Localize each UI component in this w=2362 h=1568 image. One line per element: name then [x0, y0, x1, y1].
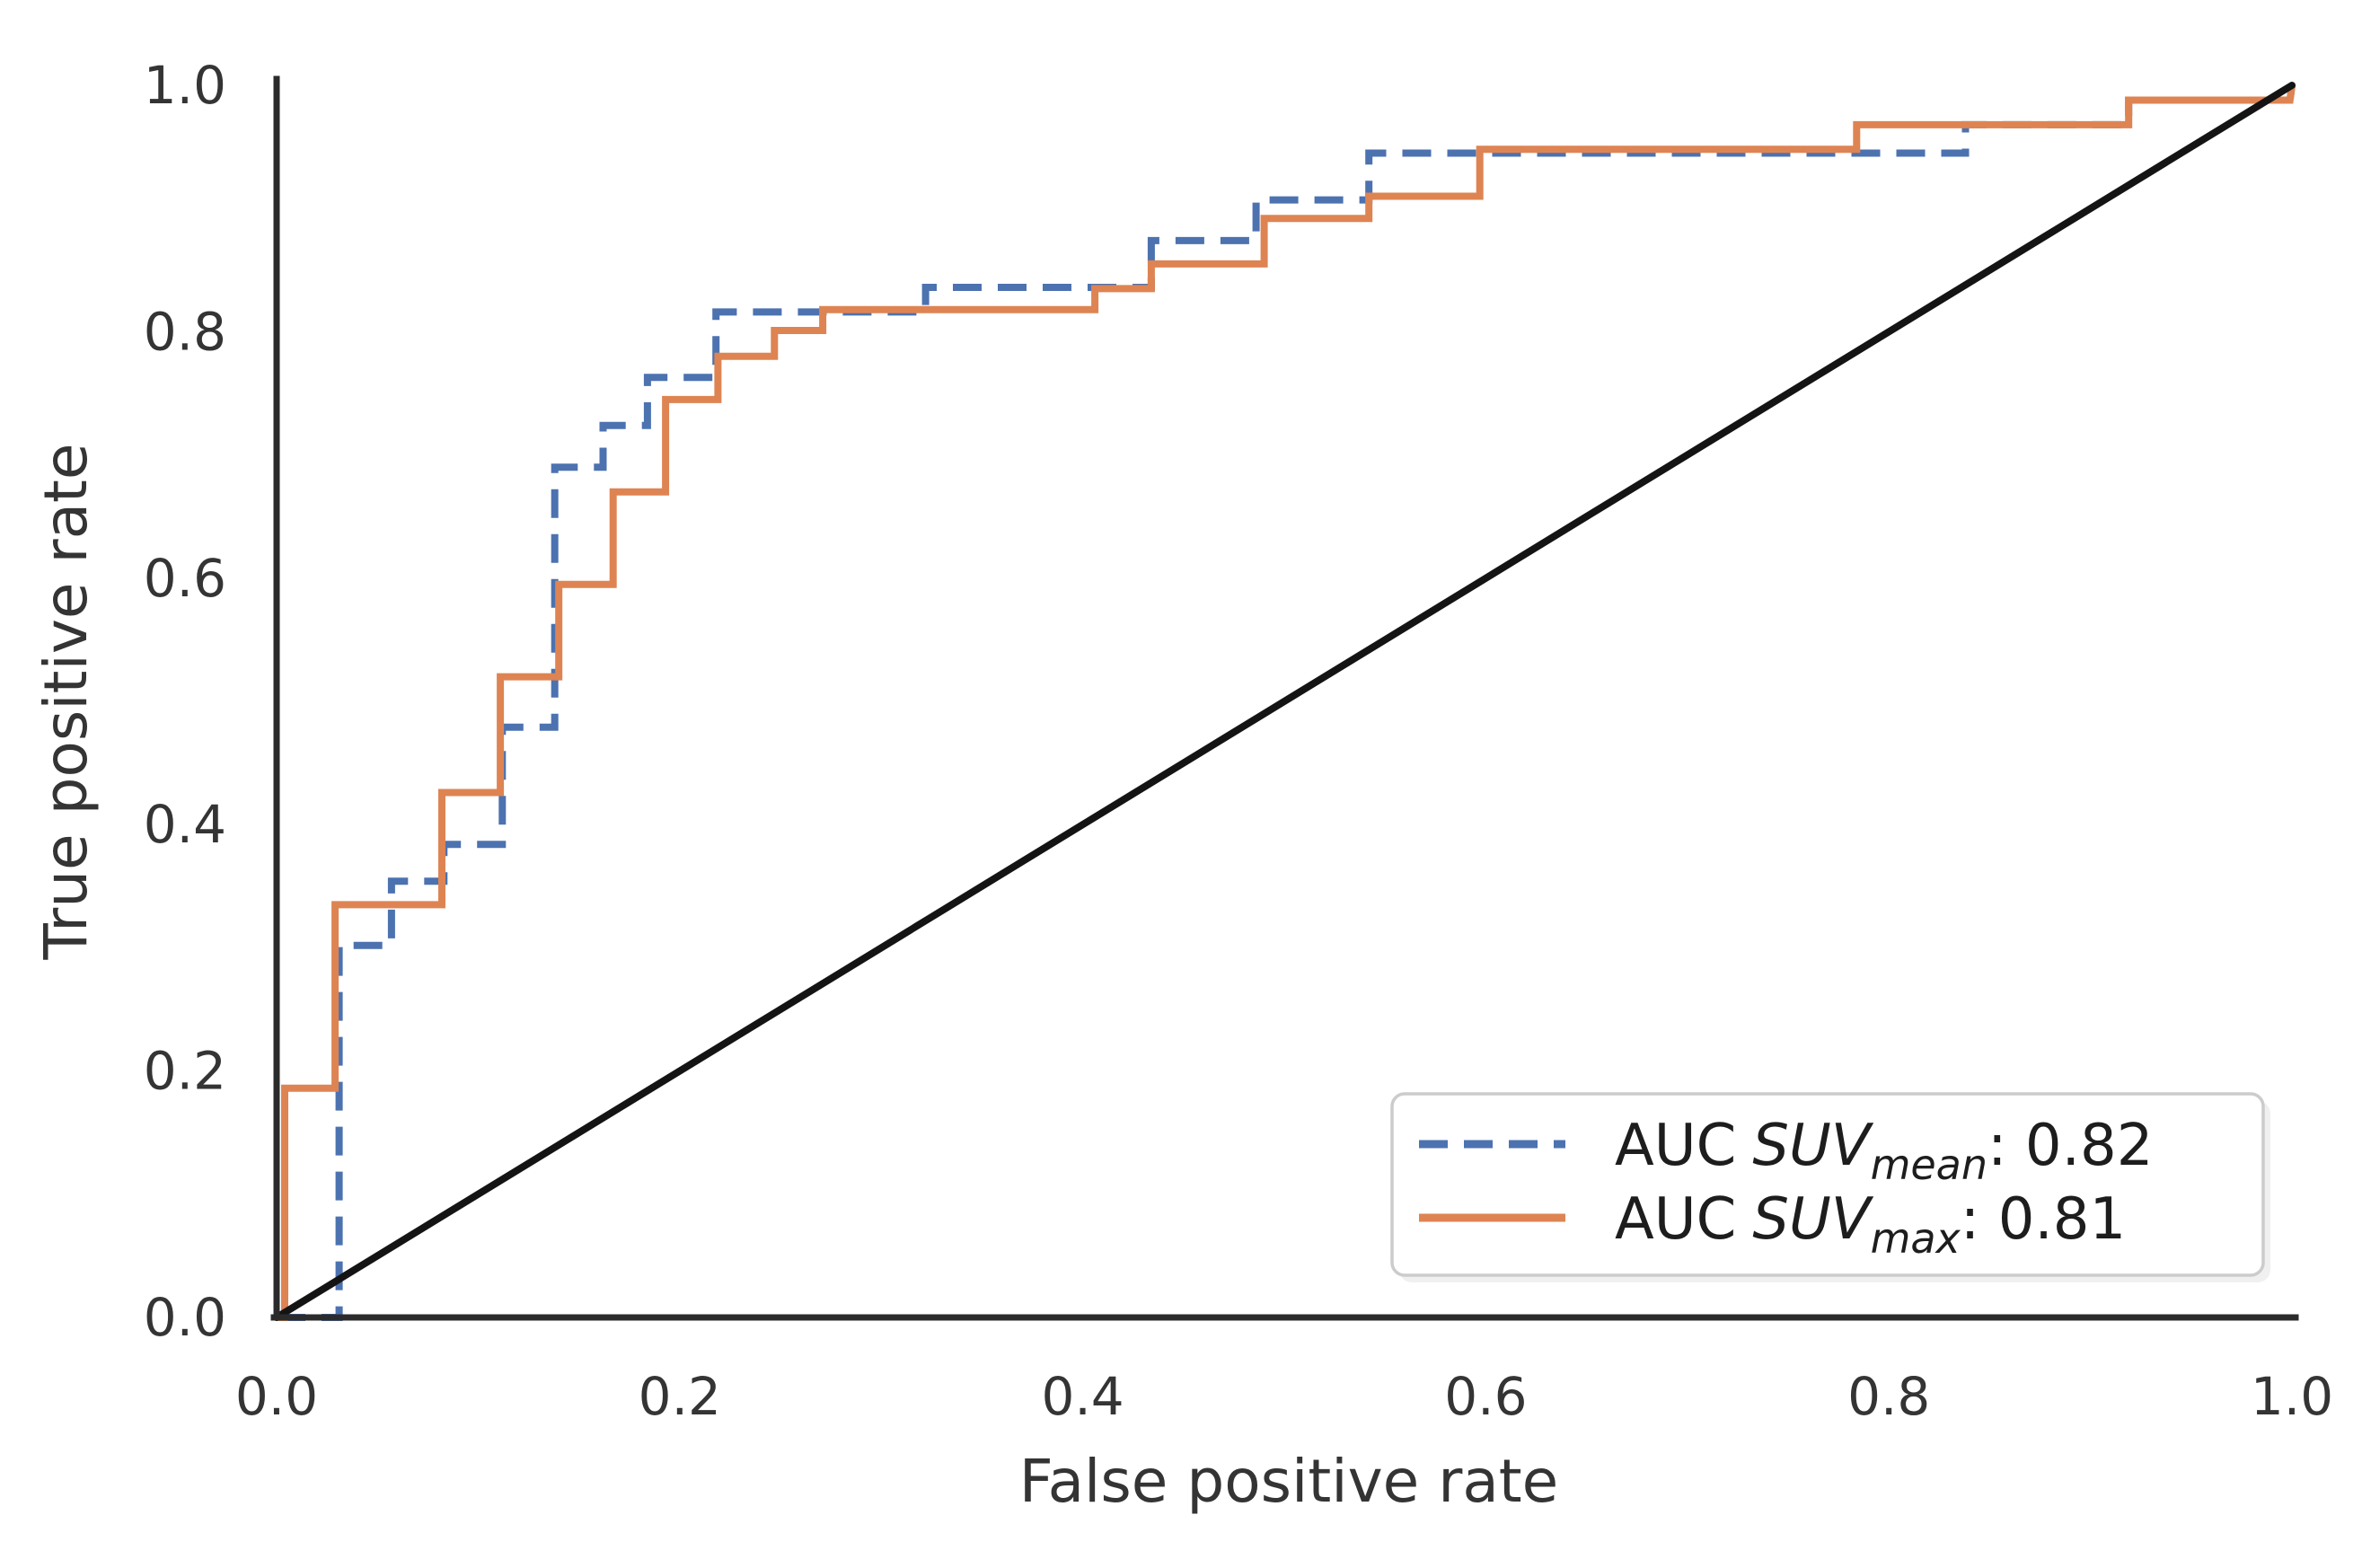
legend-box: [1390, 1092, 2265, 1277]
y-tick-label: 0.2: [144, 1041, 226, 1102]
legend-text-suv: SUV: [1752, 1113, 1873, 1179]
y-tick-label: 1.0: [144, 55, 226, 116]
x-tick-label: 0.6: [1444, 1366, 1527, 1427]
roc-curve-suv-max: [277, 84, 2296, 1321]
y-tick-label: 0.0: [144, 1287, 226, 1348]
y-tick-label: 0.6: [144, 548, 226, 609]
legend-label-suv-mean: AUC SUVmean: 0.82: [1615, 1113, 2153, 1189]
x-tick-label: 0.8: [1847, 1366, 1930, 1427]
y-tick-label: 0.4: [144, 794, 226, 855]
x-tick-label: 0.2: [639, 1366, 721, 1427]
legend-text-subscript: mean: [1871, 1141, 1987, 1189]
y-axis-label: True positive rate: [31, 443, 101, 960]
x-tick-label: 1.0: [2251, 1366, 2333, 1427]
legend-label-suv-max: AUC SUVmax: 0.81: [1615, 1186, 2126, 1263]
y-tick-labels: 0.0 0.2 0.4 0.6 0.8 1.0: [144, 55, 226, 1348]
x-tick-labels: 0.0 0.2 0.4 0.6 0.8 1.0: [235, 1366, 2333, 1427]
chance-diagonal-line: [273, 82, 2296, 1321]
y-tick-label: 0.8: [144, 301, 226, 362]
x-tick-label: 0.4: [1041, 1366, 1124, 1427]
legend-text-suv: SUV: [1752, 1186, 1873, 1253]
legend-text-auc: AUC: [1615, 1113, 1736, 1179]
x-axis-label: False positive rate: [1019, 1447, 1559, 1516]
legend-text-subscript: max: [1871, 1214, 1961, 1263]
legend-text-value: : 0.81: [1961, 1186, 2126, 1253]
legend: AUC SUVmean: 0.82 AUC SUVmax: 0.81: [1390, 1092, 2270, 1282]
legend-text-auc: AUC: [1615, 1186, 1736, 1253]
legend-text-value: : 0.82: [1987, 1113, 2153, 1179]
x-tick-label: 0.0: [235, 1366, 318, 1427]
